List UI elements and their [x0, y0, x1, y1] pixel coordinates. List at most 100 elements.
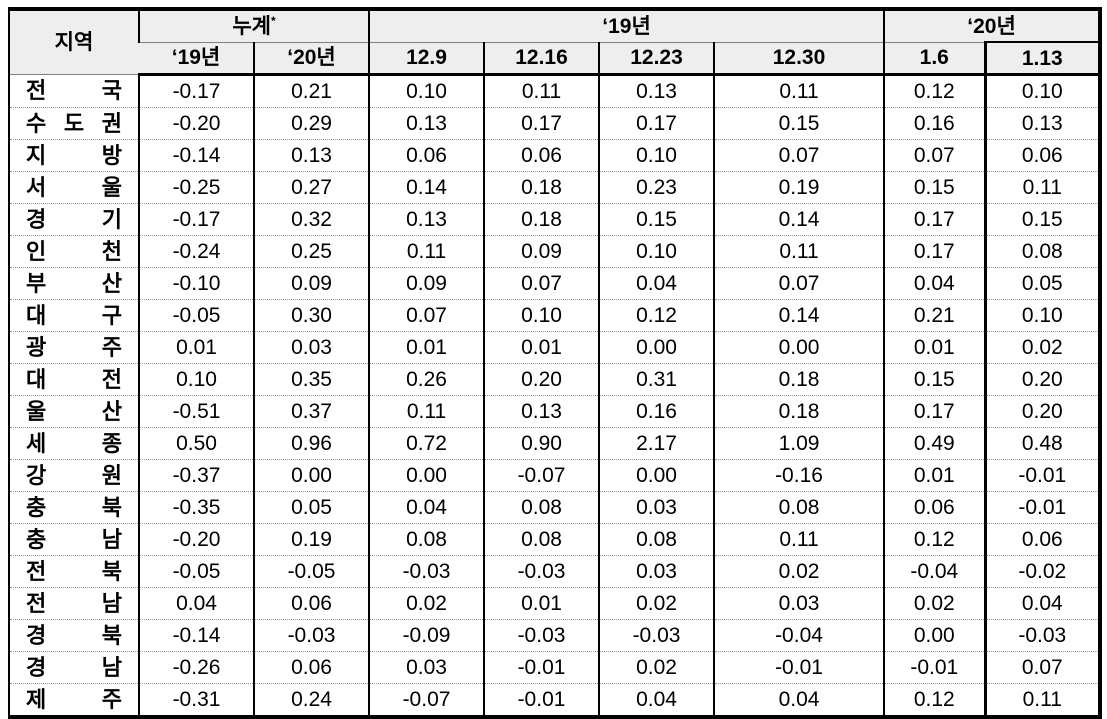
value-cell: 0.04: [138, 587, 254, 620]
value-cell: -0.37: [138, 459, 254, 492]
value-cell: 0.07: [368, 299, 484, 332]
footnote-asterisk: *: [270, 13, 276, 28]
table-row: 강 원 -0.37 0.00 0.00 -0.07 0.00 -0.16 0.01 -0.01: [9, 459, 1101, 492]
value-cell: 0.04: [883, 267, 986, 300]
value-cell: 0.00: [598, 331, 714, 364]
value-cell: -0.03: [983, 619, 1101, 652]
value-cell: 0.04: [712, 683, 885, 717]
value-cell: -0.17: [138, 74, 254, 108]
table-row: 충 북 -0.35 0.05 0.04 0.08 0.03 0.08 0.06 -0.01: [9, 491, 1101, 524]
value-cell: 0.00: [253, 459, 369, 492]
value-cell: 0.18: [483, 203, 599, 236]
value-cell: -0.01: [983, 491, 1101, 524]
value-cell: 0.10: [483, 299, 599, 332]
value-cell: 0.06: [983, 139, 1101, 172]
table-row: 경 기 -0.17 0.32 0.13 0.18 0.15 0.14 0.17 0.15: [9, 203, 1101, 236]
value-cell: 0.08: [483, 491, 599, 524]
value-cell: -0.03: [483, 619, 599, 652]
value-cell: 0.01: [883, 331, 986, 364]
value-cell: 0.15: [883, 171, 986, 204]
value-cell: -0.01: [712, 651, 885, 684]
value-cell: 0.07: [883, 139, 986, 172]
value-cell: -0.24: [138, 235, 254, 268]
table-row: 지 방 -0.14 0.13 0.06 0.06 0.10 0.07 0.07 0.06: [9, 139, 1101, 172]
value-cell: 0.17: [883, 395, 986, 428]
value-cell: 0.48: [983, 427, 1101, 460]
table-row: 전 북 -0.05 -0.05 -0.03 -0.03 0.03 0.02 -0.04 -0.02: [9, 555, 1101, 588]
value-cell: -0.31: [138, 683, 254, 717]
header-group-2019: ‘19년: [367, 9, 885, 43]
value-cell: 0.06: [883, 491, 986, 524]
value-cell: -0.10: [138, 267, 254, 300]
value-cell: 2.17: [598, 427, 714, 460]
value-cell: 0.02: [598, 587, 714, 620]
value-cell: 0.30: [253, 299, 369, 332]
value-cell: 0.02: [598, 651, 714, 684]
value-cell: 0.19: [712, 171, 885, 204]
value-cell: 1.09: [712, 427, 885, 460]
value-cell: 0.50: [138, 427, 254, 460]
value-cell: 0.72: [368, 427, 484, 460]
value-cell: 0.06: [483, 139, 599, 172]
value-cell: 0.21: [883, 299, 986, 332]
value-cell: 0.07: [712, 139, 885, 172]
table-row: 대 전 0.10 0.35 0.26 0.20 0.31 0.18 0.15 0.20: [9, 363, 1101, 396]
value-cell: 0.11: [483, 74, 599, 108]
header-group-row: 지역 누계* ‘19년 ‘20년: [9, 9, 1101, 75]
value-cell: 0.08: [598, 523, 714, 556]
value-cell: 0.11: [983, 171, 1101, 204]
value-cell: -0.17: [138, 203, 254, 236]
table-row: 광 주 0.01 0.03 0.01 0.01 0.00 0.00 0.01 0.02: [9, 331, 1101, 364]
value-cell: -0.16: [712, 459, 885, 492]
table-row: 전 남 0.04 0.06 0.02 0.01 0.02 0.03 0.02 0.04: [9, 587, 1101, 620]
value-cell: 0.06: [368, 139, 484, 172]
value-cell: 0.13: [598, 74, 714, 108]
value-cell: 0.13: [368, 107, 484, 140]
value-cell: 0.11: [712, 523, 885, 556]
value-cell: 0.10: [368, 74, 484, 108]
value-cell: 0.20: [983, 363, 1101, 396]
value-cell: 0.07: [712, 267, 885, 300]
value-cell: 0.29: [253, 107, 369, 140]
value-cell: 0.00: [883, 619, 986, 652]
value-cell: 0.13: [983, 107, 1101, 140]
value-cell: -0.01: [483, 683, 599, 717]
header-week-12-9: 12.9: [368, 42, 484, 76]
value-cell: 0.31: [598, 363, 714, 396]
value-cell: 0.06: [253, 651, 369, 684]
value-cell: -0.05: [138, 555, 254, 588]
value-cell: 0.00: [712, 331, 885, 364]
table-row: 제 주 -0.31 0.24 -0.07 -0.01 0.04 0.04 0.12 0.11: [9, 683, 1101, 717]
page: 지역 누계* ‘19년 ‘20년 ‘19년 ‘20년 12.9 12.16 12…: [8, 7, 1103, 719]
value-cell: 0.16: [598, 395, 714, 428]
value-cell: 0.17: [483, 107, 599, 140]
value-cell: 0.12: [883, 74, 986, 108]
value-cell: 0.15: [598, 203, 714, 236]
value-cell: 0.00: [598, 459, 714, 492]
table-row: 경 북 -0.14 -0.03 -0.09 -0.03 -0.03 -0.04 0.00 -0.0…: [9, 619, 1101, 652]
value-cell: 0.25: [253, 235, 369, 268]
value-cell: 0.11: [712, 74, 885, 108]
value-cell: 0.10: [983, 74, 1101, 108]
table-row: 수 도 권 -0.20 0.29 0.13 0.17 0.17 0.15 0.16 0.13: [9, 107, 1101, 140]
value-cell: 0.18: [712, 395, 885, 428]
value-cell: 0.19: [253, 523, 369, 556]
header-group-cumulative-label: 누계: [232, 14, 271, 38]
value-cell: 0.07: [483, 267, 599, 300]
table-row: 대 구 -0.05 0.30 0.07 0.10 0.12 0.14 0.21 0.10: [9, 299, 1101, 332]
